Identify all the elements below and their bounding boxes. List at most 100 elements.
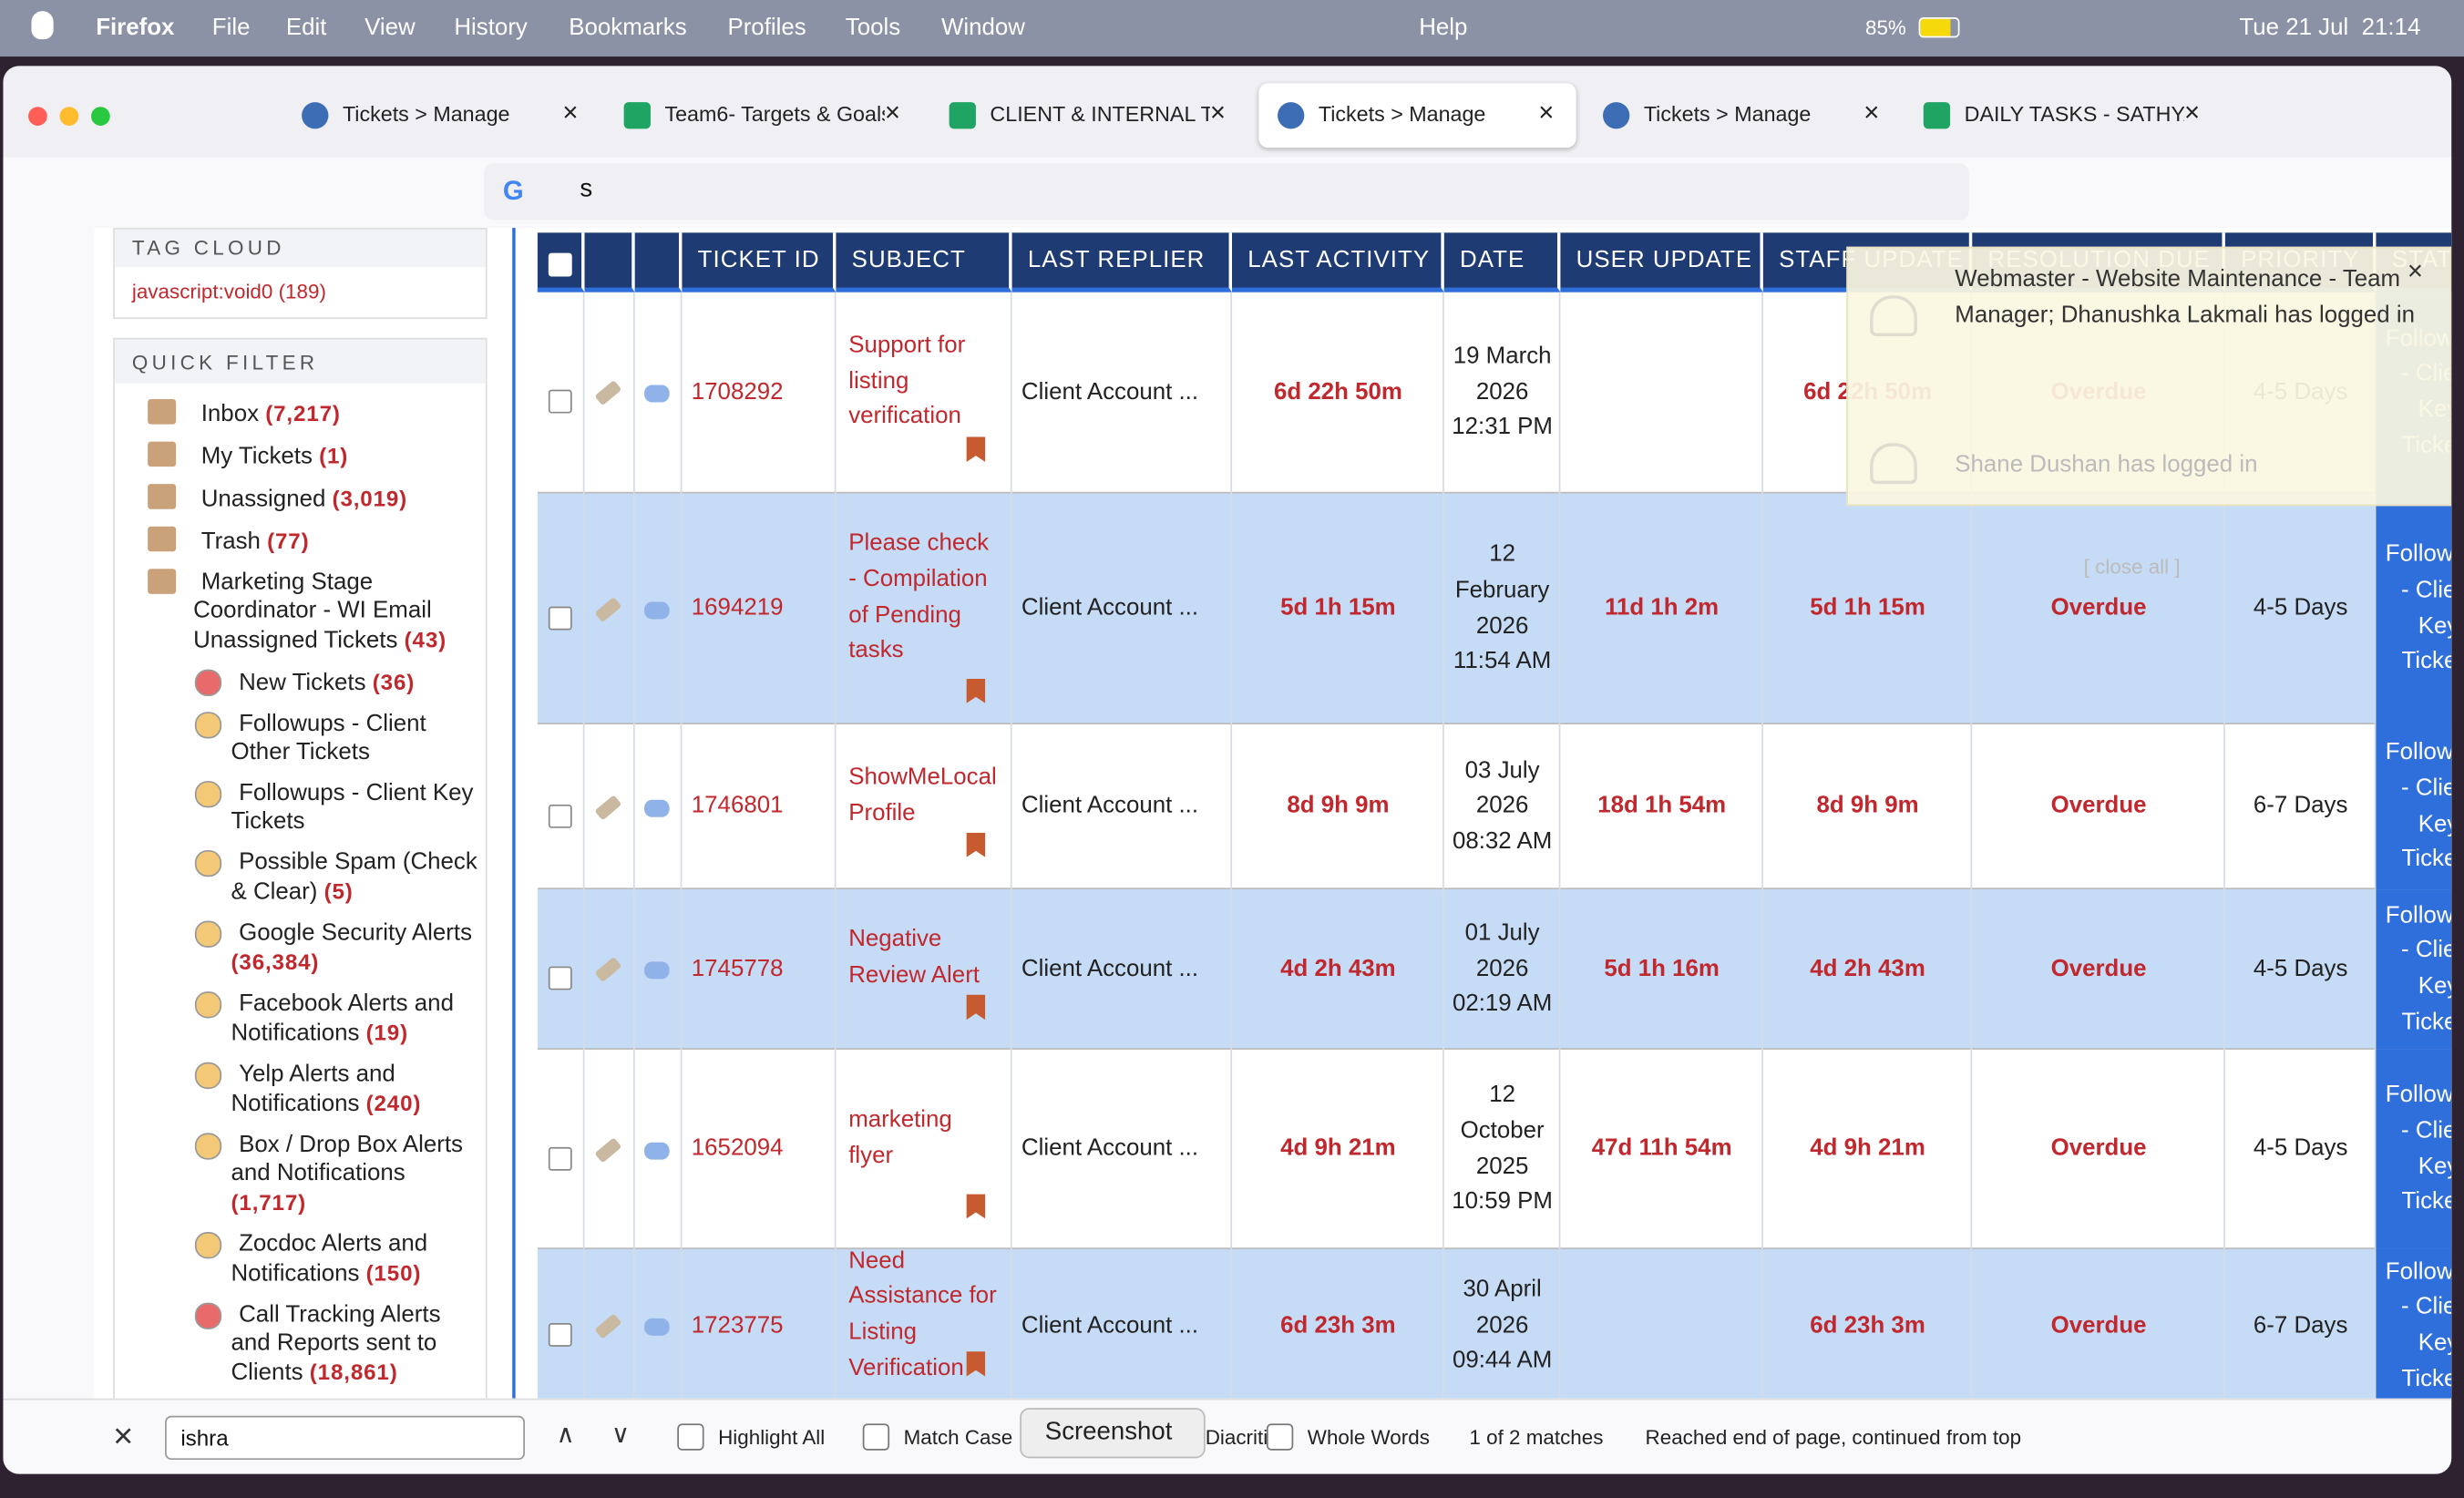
tab-close[interactable]: ×	[1209, 97, 1227, 128]
cell-1[interactable]: Negative Review Alert	[848, 926, 980, 989]
menu-item[interactable]: Help	[1419, 14, 1468, 41]
tag-link[interactable]: javascript:void0 (189)	[131, 279, 326, 303]
find-next[interactable]: ∨	[611, 1421, 631, 1449]
filter-item[interactable]: Inbox (7,217)	[148, 399, 468, 429]
cell-1[interactable]: Need Assistance for Listing Verification	[848, 1248, 997, 1381]
close-notification[interactable]: ×	[2407, 256, 2424, 286]
cell-0[interactable]: 1745778	[691, 954, 784, 982]
header-cell[interactable]: LAST REPLIER	[1011, 232, 1233, 292]
filter-item[interactable]: Trash (77)	[148, 526, 468, 557]
edit-icon[interactable]	[594, 956, 622, 983]
url-bar[interactable]	[484, 163, 1969, 221]
ticket-row[interactable]: 1652094 marketing flyer Client Account ...…	[537, 1049, 2452, 1249]
tab-close[interactable]: ×	[884, 97, 901, 128]
option-label[interactable]: Match Case	[903, 1425, 1013, 1449]
find-prev[interactable]: ∧	[556, 1421, 575, 1449]
row-checkbox[interactable]	[548, 1146, 572, 1170]
option-checkbox[interactable]	[677, 1423, 704, 1451]
filter-item[interactable]: Call Tracking Alerts and Reports sent to…	[194, 1301, 483, 1388]
menu-item[interactable]: File	[211, 14, 251, 41]
bookmark-icon[interactable]	[966, 436, 986, 463]
edit-icon[interactable]	[594, 1313, 622, 1339]
filter-item[interactable]: Followups - Client Other Tickets	[194, 710, 483, 766]
filter-item[interactable]: Unassigned (3,019)	[148, 484, 468, 514]
cell-0[interactable]: 1694219	[691, 594, 784, 621]
option-label[interactable]: Highlight All	[718, 1425, 826, 1449]
header-cell[interactable]: DATE	[1443, 232, 1561, 292]
cell-0[interactable]: 1723775	[691, 1311, 784, 1339]
row-checkbox[interactable]	[548, 389, 572, 414]
bookmark-icon[interactable]	[966, 994, 986, 1021]
filter-item[interactable]: Box / Drop Box Alerts and Notifications …	[194, 1132, 483, 1218]
cell-1[interactable]: Please check - Compilation of Pending ta…	[848, 529, 990, 663]
edit-icon[interactable]	[594, 596, 622, 622]
header-cell[interactable]: SUBJECT	[836, 232, 1012, 292]
close-button[interactable]	[28, 107, 47, 126]
cell-0[interactable]: 1652094	[691, 1134, 784, 1162]
reply-icon[interactable]	[644, 1141, 670, 1159]
header-cell[interactable]: TICKET ID	[682, 232, 837, 292]
menu-item[interactable]: View	[364, 14, 416, 41]
reply-icon[interactable]	[644, 600, 670, 619]
filter-item[interactable]: Marketing Stage Coordinator - WI Email U…	[148, 569, 468, 655]
option-label[interactable]: Whole Words	[1307, 1425, 1430, 1449]
tab-close[interactable]: ×	[1863, 97, 1880, 128]
reply-icon[interactable]	[644, 798, 670, 816]
edit-icon[interactable]	[594, 1136, 622, 1163]
reply-icon[interactable]	[644, 961, 670, 980]
zoom-button[interactable]	[91, 107, 110, 126]
bookmark-icon[interactable]	[966, 1351, 986, 1377]
tab-close[interactable]: ×	[1538, 97, 1555, 128]
filter-item[interactable]: Google Security Alerts (36,384)	[194, 919, 483, 978]
tab[interactable]: CLIENT & INTERNAL TEAM×	[930, 83, 1247, 148]
filter-item[interactable]: New Tickets (36)	[194, 668, 483, 698]
header-cell[interactable]: USER UPDATE	[1560, 232, 1763, 292]
tab[interactable]: DAILY TASKS - SATHYA ×	[1904, 83, 2222, 148]
ticket-row[interactable]: 1694219 Please check - Compilation of Pen…	[537, 493, 2452, 724]
reply-icon[interactable]	[644, 1318, 670, 1336]
filter-item[interactable]: Followups - Client Key Tickets	[194, 779, 483, 836]
filter-item[interactable]: My Tickets (1)	[148, 441, 468, 472]
tab[interactable]: Tickets > Manage ×	[1258, 83, 1576, 149]
ticket-row[interactable]: 1745778 Negative Review Alert Client Accou…	[537, 889, 2452, 1050]
bookmark-icon[interactable]	[966, 678, 986, 703]
tab-close[interactable]: ×	[2184, 97, 2201, 128]
select-all-checkbox[interactable]	[548, 252, 572, 277]
option-checkbox[interactable]	[862, 1423, 890, 1451]
row-checkbox[interactable]	[548, 1323, 572, 1347]
bookmark-icon[interactable]	[966, 832, 986, 857]
filter-item[interactable]: Facebook Alerts and Notifications (19)	[194, 990, 483, 1048]
cell-1[interactable]: Support for listing verification	[848, 332, 966, 430]
edit-icon[interactable]	[594, 379, 622, 406]
row-checkbox[interactable]	[548, 804, 572, 827]
cell-1[interactable]: marketing flyer	[848, 1105, 952, 1169]
menu-item[interactable]: Window	[940, 14, 1025, 41]
tab-close[interactable]: ×	[562, 97, 579, 128]
close-find[interactable]: ×	[113, 1415, 134, 1455]
menu-item[interactable]: Tools	[845, 14, 901, 41]
option-checkbox[interactable]	[1266, 1423, 1294, 1451]
menu-item[interactable]: History	[454, 14, 528, 41]
menu-item[interactable]: Bookmarks	[569, 14, 687, 41]
search-engine-icon[interactable]: G	[502, 176, 524, 206]
cell-0[interactable]: 1746801	[691, 792, 784, 819]
ticket-row[interactable]: 1746801 ShowMeLocal Profile Client Account…	[537, 723, 2452, 890]
row-checkbox[interactable]	[548, 966, 572, 990]
cell-1[interactable]: ShowMeLocal Profile	[848, 763, 997, 826]
apple-menu[interactable]	[31, 11, 54, 40]
reply-icon[interactable]	[644, 385, 670, 403]
row-checkbox[interactable]	[548, 605, 572, 630]
menu-item[interactable]: Profiles	[727, 14, 806, 41]
tab[interactable]: Tickets > Manage ×	[1584, 83, 1901, 148]
tab[interactable]: Tickets > Manage ×	[282, 83, 600, 148]
filter-item[interactable]: Zocdoc Alerts and Notifications (150)	[194, 1230, 483, 1288]
find-input[interactable]: ishra	[165, 1415, 525, 1461]
bookmark-icon[interactable]	[966, 1193, 986, 1219]
menu-item[interactable]: Edit	[285, 14, 327, 41]
header-cell[interactable]: LAST ACTIVITY	[1232, 232, 1444, 292]
minimize-button[interactable]	[59, 107, 79, 126]
filter-item[interactable]: Possible Spam (Check & Clear) (5)	[194, 848, 483, 907]
menu-item[interactable]: Firefox	[96, 14, 175, 41]
ticket-row[interactable]: 1723775 Need Assistance for Listing Verif…	[537, 1248, 2452, 1399]
tab[interactable]: Team6- Targets & Goals ×	[605, 83, 922, 148]
